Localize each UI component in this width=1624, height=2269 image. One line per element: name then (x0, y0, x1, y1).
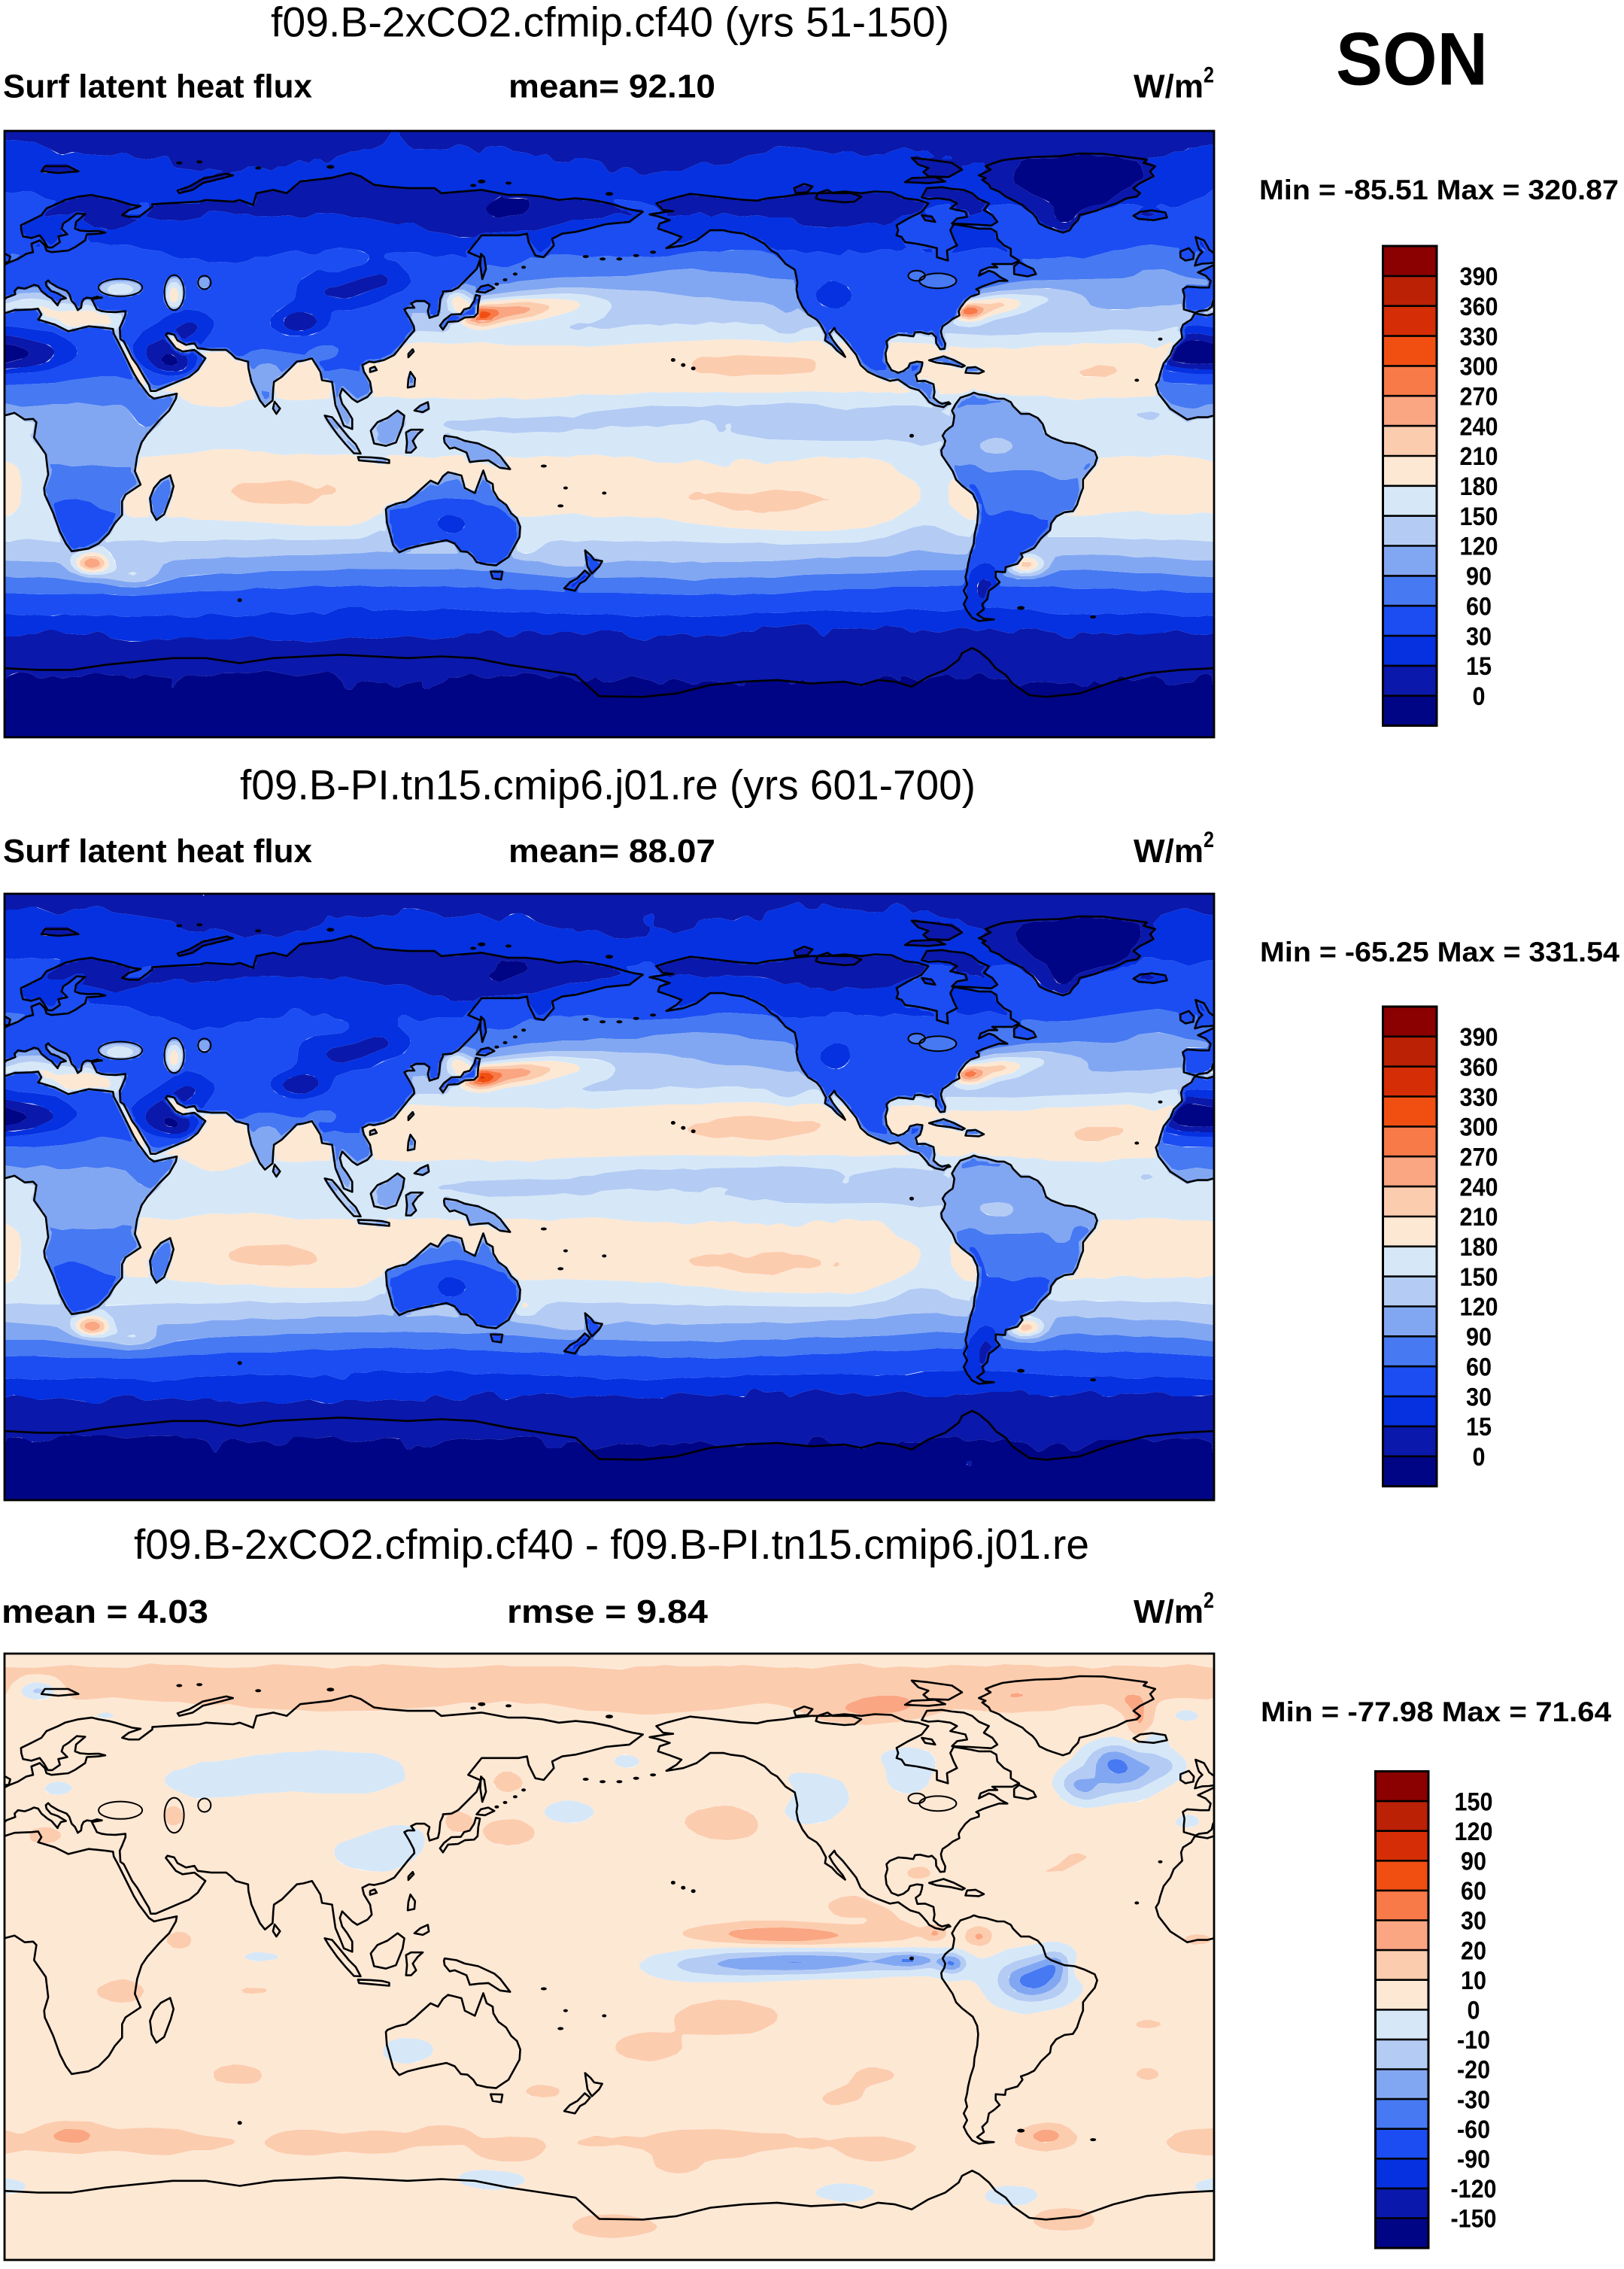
svg-text:2: 2 (1204, 63, 1214, 88)
svg-text:390: 390 (1460, 1023, 1498, 1052)
svg-text:-10: -10 (1457, 2026, 1490, 2055)
svg-text:90: 90 (1466, 563, 1492, 591)
svg-text:0: 0 (1473, 682, 1486, 711)
svg-text:270: 270 (1460, 1144, 1498, 1172)
svg-text:-120: -120 (1451, 2175, 1497, 2204)
svg-text:60: 60 (1461, 1877, 1486, 1906)
svg-text:180: 180 (1460, 1233, 1498, 1262)
svg-text:Surf latent heat flux: Surf latent heat flux (3, 833, 313, 870)
svg-text:10: 10 (1461, 1967, 1486, 1995)
svg-text:150: 150 (1460, 503, 1498, 531)
svg-text:90: 90 (1466, 1323, 1492, 1352)
svg-text:300: 300 (1460, 1113, 1498, 1142)
svg-text:W/m: W/m (1134, 833, 1204, 870)
svg-text:390: 390 (1460, 263, 1498, 291)
svg-text:240: 240 (1460, 412, 1498, 441)
svg-text:mean= 92.10: mean= 92.10 (508, 68, 715, 105)
svg-text:Surf latent heat flux: Surf latent heat flux (3, 68, 313, 105)
svg-text:0: 0 (1468, 1997, 1480, 2025)
svg-text:15: 15 (1466, 652, 1492, 681)
svg-text:mean = 4.03: mean = 4.03 (2, 1593, 208, 1630)
svg-text:SON: SON (1336, 17, 1488, 100)
svg-text:2: 2 (1204, 1588, 1214, 1613)
svg-text:60: 60 (1466, 1353, 1492, 1381)
svg-text:Min = -85.51 Max = 320.87: Min = -85.51 Max = 320.87 (1259, 175, 1619, 205)
svg-text:330: 330 (1460, 323, 1498, 351)
svg-text:30: 30 (1461, 1907, 1486, 1936)
svg-text:W/m: W/m (1134, 68, 1204, 105)
svg-text:0: 0 (1473, 1443, 1486, 1472)
svg-text:270: 270 (1460, 383, 1498, 412)
svg-text:150: 150 (1455, 1788, 1493, 1816)
svg-text:20: 20 (1461, 1936, 1486, 1965)
svg-text:90: 90 (1461, 1848, 1486, 1876)
svg-text:f09.B-2xCO2.cfmip.cf40 (yrs 51: f09.B-2xCO2.cfmip.cf40 (yrs 51-150) (271, 0, 949, 46)
svg-text:210: 210 (1460, 1203, 1498, 1232)
svg-text:360: 360 (1460, 293, 1498, 321)
svg-text:60: 60 (1466, 592, 1492, 621)
svg-text:30: 30 (1466, 1383, 1492, 1411)
svg-text:210: 210 (1460, 442, 1498, 471)
svg-text:150: 150 (1460, 1263, 1498, 1292)
svg-text:180: 180 (1460, 472, 1498, 501)
svg-text:330: 330 (1460, 1083, 1498, 1112)
svg-text:2: 2 (1204, 828, 1214, 852)
svg-text:Min = -65.25 Max = 331.54: Min = -65.25 Max = 331.54 (1260, 937, 1619, 967)
svg-text:f09.B-2xCO2.cfmip.cf40 - f09.B: f09.B-2xCO2.cfmip.cf40 - f09.B-PI.tn15.c… (134, 1520, 1089, 1568)
svg-text:-150: -150 (1451, 2205, 1497, 2234)
svg-text:30: 30 (1466, 622, 1492, 651)
svg-text:-60: -60 (1457, 2116, 1490, 2144)
svg-text:300: 300 (1460, 353, 1498, 381)
svg-text:15: 15 (1466, 1413, 1492, 1441)
svg-text:240: 240 (1460, 1173, 1498, 1201)
svg-text:360: 360 (1460, 1053, 1498, 1082)
svg-text:mean= 88.07: mean= 88.07 (508, 833, 715, 870)
svg-text:-20: -20 (1457, 2056, 1490, 2085)
svg-text:120: 120 (1460, 1293, 1498, 1322)
svg-text:W/m: W/m (1134, 1593, 1204, 1630)
svg-text:Min = -77.98 Max = 71.64: Min = -77.98 Max = 71.64 (1261, 1696, 1611, 1727)
svg-text:120: 120 (1455, 1818, 1493, 1846)
svg-text:120: 120 (1460, 533, 1498, 561)
svg-text:-90: -90 (1457, 2146, 1490, 2174)
svg-text:f09.B-PI.tn15.cmip6.j01.re (yr: f09.B-PI.tn15.cmip6.j01.re (yrs 601-700) (240, 761, 976, 809)
svg-text:rmse = 9.84: rmse = 9.84 (507, 1593, 709, 1630)
svg-text:-30: -30 (1457, 2085, 1490, 2114)
